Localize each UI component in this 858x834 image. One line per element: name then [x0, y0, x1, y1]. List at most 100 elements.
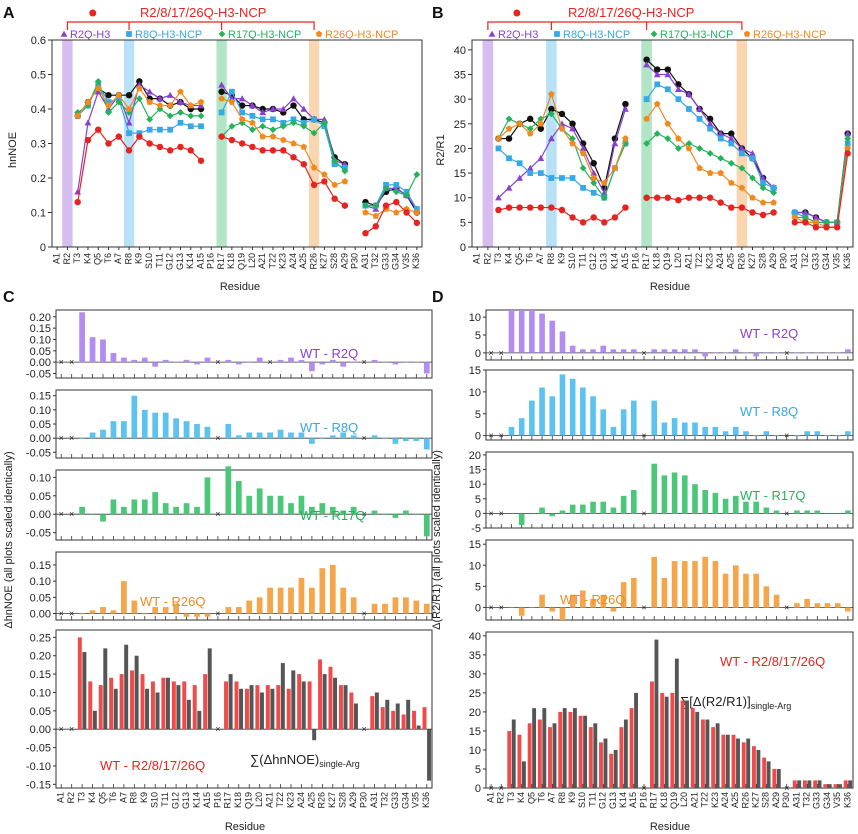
d-sub4-bar-A7	[548, 727, 552, 788]
d-tick-label-K27: K27	[751, 792, 761, 808]
a-point-orange-T11	[156, 102, 164, 109]
a-point-blue-A25	[300, 119, 307, 126]
a-point-red-A25	[300, 160, 308, 168]
a-point-blue-K14	[187, 123, 194, 130]
b-point-orange-G12	[590, 174, 597, 181]
b-point-red-G12	[590, 214, 597, 221]
d-sub2-ytick-label-4: 0	[475, 508, 481, 520]
d-sub1-x-P30: ×	[784, 431, 789, 441]
d-sub3-title: WT - R26Q	[560, 592, 626, 607]
a-point-purple-G12	[166, 91, 174, 98]
a-point-orange-K36	[413, 209, 421, 216]
c-sub4-bar-T32	[380, 707, 385, 730]
c-sub4-bar2-K36	[427, 729, 432, 781]
d-tick-label-G13: G13	[608, 792, 618, 809]
c-tick-label-R26: R26	[317, 792, 327, 809]
legend-a-r2q: R2Q-H3	[70, 29, 110, 41]
d-tick-label-A15: A15	[628, 792, 638, 808]
b-tick-label-P30: P30	[779, 253, 789, 269]
a-line-green-2	[365, 174, 418, 207]
c-tick-label-K23: K23	[285, 792, 295, 808]
a-point-orange-K18	[228, 98, 236, 105]
b-point-blue-T3	[495, 145, 502, 152]
a-tick-label-R17: R17	[216, 253, 226, 270]
c-sub2-frame	[55, 469, 433, 541]
b-point-green-G13	[600, 194, 608, 202]
b-point-purple-K23	[706, 120, 714, 127]
b-point-purple-K14	[611, 140, 619, 147]
b-point-green-L20	[674, 145, 682, 152]
b-bracket-marker	[513, 9, 521, 17]
d-sub3-bar-R8	[559, 607, 566, 620]
d-sub0-bar-A25	[732, 349, 739, 353]
b-point-black-Q19	[664, 66, 672, 73]
d-sub0-bar-R26	[743, 352, 749, 354]
d-sub4-bar-G34	[823, 784, 828, 788]
c-sub2-bar-K4	[89, 514, 96, 515]
c-sub2-bar-K14	[194, 506, 200, 515]
c-sub1-bar-T6	[110, 421, 117, 439]
d-sub1-bar-A31	[794, 435, 800, 437]
c-sub3-bar-R17	[225, 607, 232, 614]
c-sub0-bar-K36	[423, 362, 430, 374]
b-point-orange-R26	[738, 184, 746, 191]
a-line-red-1	[221, 136, 346, 207]
d-sub0-bar-T3	[508, 310, 515, 353]
c-sub4-bar2-K4	[92, 710, 97, 730]
b-tick-label-L20: L20	[673, 253, 683, 268]
a-point-blue-L20	[249, 113, 256, 119]
a-point-green-K18	[228, 122, 236, 130]
c-tick-label-A25: A25	[306, 792, 316, 808]
c-sub0-bar-K18	[235, 362, 242, 365]
a-bracket	[66, 21, 315, 30]
c-sub4-bar-K14	[192, 685, 197, 730]
d-sub3-bar-K9	[569, 594, 576, 608]
b-point-purple-G33	[812, 214, 820, 221]
d-sub3-x-R2: ×	[499, 602, 504, 612]
c-sub1-ytick-label-0: 0.15	[30, 391, 51, 403]
a-point-orange-K4	[84, 98, 92, 105]
c-sub2-x-A1: ×	[59, 509, 64, 519]
d-sub4-bar-G12	[599, 742, 603, 788]
a-point-orange-R26	[310, 164, 318, 171]
c-sub1-bar-Q5	[100, 429, 106, 439]
c-sub0-title: WT - R2Q	[300, 346, 358, 361]
c-sub4-bar-A15	[203, 674, 208, 730]
b-tick-label-G34: G34	[821, 253, 831, 270]
b-bracket	[487, 21, 743, 30]
a-point-purple-K27	[320, 115, 328, 123]
d-sub4-ytick-label-3: 25	[469, 688, 481, 700]
d-sub3-bar-G13	[610, 607, 617, 612]
d-sub1-ytick-label-0: 15	[469, 365, 481, 377]
b-point-red-T32	[802, 219, 809, 226]
c-sub1-bar-T11	[162, 412, 169, 439]
d-sub4-bar-T6	[537, 719, 542, 788]
c-tick-label-K4: K4	[87, 792, 97, 803]
b-point-red-R17	[643, 194, 650, 201]
b-point-purple-K27	[749, 149, 756, 157]
b-legend-marker-blue	[554, 31, 560, 37]
c-tick-label-A24: A24	[296, 792, 306, 808]
d-sub0-bar-K36	[845, 349, 851, 353]
a-point-green-A21	[259, 122, 267, 130]
c-sub3-bar-T11	[162, 607, 169, 614]
c-sub1-bar-G33	[392, 438, 399, 444]
b-point-red-R8	[548, 204, 555, 211]
a-point-red-A21	[259, 147, 266, 154]
c-sub4-bar2-Q19	[249, 685, 254, 730]
ylabel-b: R2/R1	[435, 134, 447, 165]
b-point-red-A15	[622, 204, 629, 211]
a-tick-label-S10: S10	[144, 253, 154, 269]
d-sub0-bar-K9	[569, 345, 576, 353]
b-point-purple-R26	[738, 145, 746, 152]
c-sub3-frame	[55, 551, 433, 621]
d-tick-label-R2: R2	[496, 792, 506, 804]
d-tick-label-P16: P16	[638, 792, 648, 808]
c-sub3-bar-G33	[392, 597, 399, 614]
d-tick-label-T3: T3	[506, 792, 516, 803]
b-point-red-K27	[749, 209, 756, 216]
d-sub4-ytick-label-4: 20	[469, 707, 481, 719]
b-point-red-K9	[558, 206, 566, 214]
a-point-black-R17	[218, 88, 225, 95]
